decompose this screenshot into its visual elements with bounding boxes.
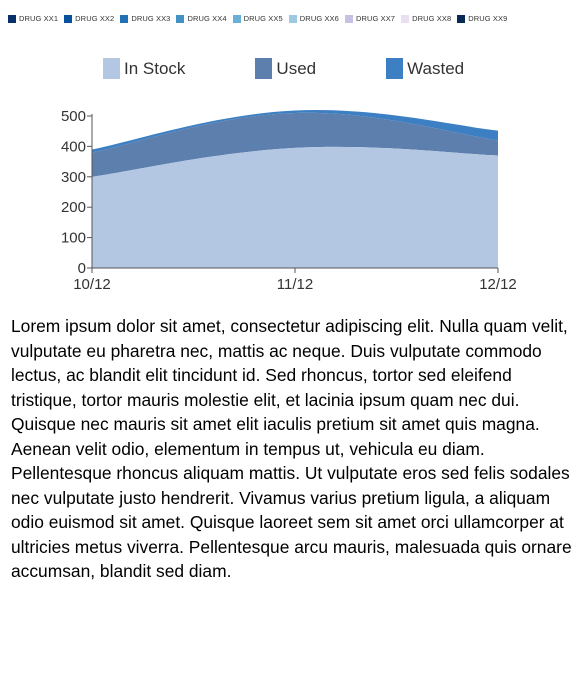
drug-legend-swatch: [457, 14, 466, 23]
drug-legend-item: DRUG XX8: [401, 14, 451, 23]
drug-legend-item: DRUG XX4: [176, 14, 227, 23]
drug-legend-label: DRUG XX8: [412, 14, 452, 23]
y-tick-label: 100: [61, 230, 86, 247]
legend-swatch: [103, 58, 120, 79]
y-tick-label: 200: [61, 199, 86, 216]
legend-item-in-stock: In Stock: [103, 58, 185, 79]
drug-legend-item: DRUG XX6: [288, 14, 339, 23]
legend-label: In Stock: [124, 58, 186, 78]
area-wasted: [92, 110, 498, 153]
body-paragraph: Lorem ipsum dolor sit amet, consectetur …: [11, 316, 572, 581]
drug-legend-swatch: [288, 14, 297, 23]
legend-swatch: [386, 58, 404, 79]
drug-legend-item: DRUG XX1: [8, 14, 58, 23]
stacked-area-chart: 0 100 200 300 400 500 10/12 11/12 12/12: [61, 108, 517, 293]
x-tick-label: 12/12: [479, 276, 517, 293]
drug-legend-swatch: [64, 14, 73, 23]
drug-legend-swatch: [344, 14, 353, 23]
drug-legend-item: DRUG XX2: [64, 14, 114, 23]
legend-label: Wasted: [407, 58, 465, 78]
drug-legend-item: DRUG XX9: [457, 14, 507, 23]
drug-legend-swatch: [176, 14, 185, 23]
drug-legend: DRUG XX1 DRUG XX2 DRUG XX3 DRUG XX4 DRUG XX5…: [8, 14, 568, 23]
area-in-stock: [92, 146, 498, 268]
drug-legend-swatch: [120, 14, 129, 23]
y-tick-label: 0: [78, 260, 86, 277]
drug-legend-label: DRUG XX7: [355, 14, 396, 23]
x-tick-label: 10/12: [73, 276, 111, 293]
x-tick-label: 11/12: [277, 276, 313, 293]
drug-legend-label: DRUG XX9: [468, 14, 508, 23]
y-tick-label: 400: [61, 138, 86, 155]
drug-legend-item: DRUG XX7: [344, 14, 396, 23]
legend-item-wasted: Wasted: [386, 58, 464, 79]
drug-legend-label: DRUG XX6: [299, 14, 339, 23]
drug-legend-label: DRUG XX3: [131, 14, 171, 23]
y-tick-label: 300: [61, 169, 86, 186]
drug-legend-label: DRUG XX2: [75, 14, 115, 23]
legend-label: Used: [276, 58, 317, 78]
drug-legend-swatch: [401, 14, 410, 23]
area-used: [92, 112, 498, 177]
chart-legend: In Stock Used Wasted: [103, 58, 464, 79]
drug-legend-item: DRUG XX3: [120, 14, 170, 23]
drug-legend-swatch: [8, 14, 16, 23]
drug-legend-label: DRUG XX1: [19, 14, 59, 23]
drug-legend-swatch: [232, 14, 241, 23]
legend-swatch: [255, 58, 273, 79]
y-tick-label: 500: [61, 108, 86, 125]
drug-legend-item: DRUG XX5: [232, 14, 283, 23]
legend-item-used: Used: [255, 58, 316, 79]
drug-legend-label: DRUG XX5: [243, 14, 283, 23]
drug-legend-label: DRUG XX4: [187, 14, 227, 23]
